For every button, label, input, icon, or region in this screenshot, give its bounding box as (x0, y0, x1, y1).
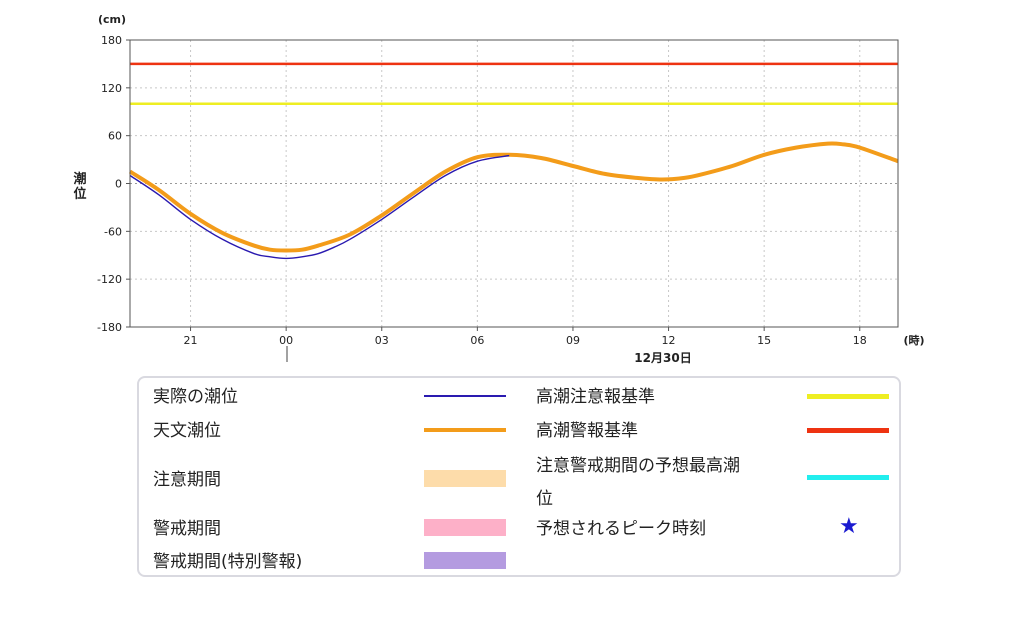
legend-swatch-actual (424, 395, 506, 397)
x-tick-label-4: 09 (566, 334, 580, 347)
legend-swatch-forecast-peak (807, 475, 889, 480)
y-tick-label-4: -60 (104, 225, 122, 238)
x-unit-label: (時) (903, 333, 924, 347)
y-tick-label-0: 180 (101, 34, 122, 47)
x-tick-label-6: 15 (757, 334, 771, 347)
legend-label-peak-time: 予想されるピーク時刻 (536, 519, 706, 539)
series-line-1 (129, 154, 510, 260)
legend-label-special: 警戒期間(特別警報) (153, 552, 303, 572)
y-tick-label-5: -120 (97, 273, 122, 286)
legend-label-warning: 警戒期間 (153, 519, 221, 539)
x-tick-labels: 21 00 03 06 09 12 15 18 (184, 327, 867, 347)
threshold-lines (130, 62, 898, 106)
legend-label-astronomical: 天文潮位 (153, 421, 221, 441)
date-label: 12月30日 (634, 351, 691, 365)
legend-label-caution: 注意期間 (153, 470, 221, 490)
legend-label-advisory: 高潮注意報基準 (536, 387, 655, 407)
x-tick-label-7: 18 (853, 334, 867, 347)
y-tick-label-6: -180 (97, 321, 122, 334)
legend: 実際の潮位 天文潮位 注意期間 警戒期間 警戒期間(特別警報) 高潮注意報基準 … (137, 376, 901, 577)
y-unit-label: (cm) (98, 13, 126, 26)
y-axis-label: 潮位 (73, 172, 87, 202)
x-tick-label-0: 21 (184, 334, 198, 347)
chart-grid (130, 39, 898, 328)
legend-label-forecast-peak: 注意警戒期間の予想最高潮 位 (536, 456, 740, 509)
y-tick-label-2: 60 (108, 130, 122, 143)
x-tick-label-2: 03 (375, 334, 389, 347)
legend-swatch-astronomical (424, 428, 506, 432)
y-tick-labels: 180 120 60 0 -60 -120 -180 (97, 34, 130, 334)
legend-swatch-warning (424, 519, 506, 536)
star-icon: ★ (839, 514, 859, 539)
x-tick-label-5: 12 (662, 334, 676, 347)
series-line-0 (128, 141, 899, 253)
legend-swatch-caution (424, 470, 506, 487)
series-lines (128, 141, 899, 260)
x-tick-label-1: 00 (279, 334, 293, 347)
x-tick-label-3: 06 (470, 334, 484, 347)
legend-label-actual: 実際の潮位 (153, 387, 238, 407)
legend-label-warning-line: 高潮警報基準 (536, 421, 638, 441)
legend-swatch-advisory (807, 394, 889, 399)
legend-swatch-special (424, 552, 506, 569)
y-tick-label-1: 120 (101, 82, 122, 95)
y-tick-label-3: 0 (115, 178, 122, 191)
tide-chart: 180 120 60 0 -60 -120 -180 21 00 03 06 09 12 15 18 (c… (97, 13, 925, 365)
legend-swatch-warning-line (807, 428, 889, 433)
